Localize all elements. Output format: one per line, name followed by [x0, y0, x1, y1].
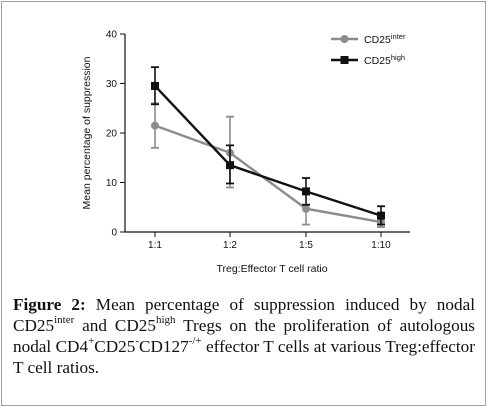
y-tick-label: 40: [106, 30, 118, 41]
x-tick-label: 1:1: [148, 240, 162, 251]
figure-label: Figure 2:: [13, 295, 86, 314]
legend-marker: [340, 56, 349, 64]
caption-text: Mean percentage of suppression induced b…: [13, 295, 475, 377]
legend-label: CD25high: [364, 53, 405, 67]
y-tick-labels: 0 10 20 30 40: [106, 30, 125, 239]
data-point: [226, 161, 234, 170]
legend-label: CD25inter: [364, 32, 406, 46]
series-line: [154, 124, 382, 224]
legend-marker: [340, 35, 349, 43]
x-tick-labels: 1:1 1:2 1:5 1:10: [148, 232, 391, 251]
line-chart: 0 10 20 30 40 1:1 1:2 1:5 1:10 CD25inter CD25hig…: [81, 30, 410, 275]
legend-item-high: CD25high: [331, 53, 405, 67]
x-tick-label: 1:5: [299, 240, 313, 251]
figure-caption: Figure 2: Mean percentage of suppression…: [13, 294, 475, 378]
x-axis-label: Treg:Effector T cell ratio: [216, 263, 327, 275]
x-tick-label: 1:2: [223, 240, 237, 251]
y-tick-label: 0: [111, 228, 117, 239]
y-axis-label: Mean percentage of suppression: [81, 56, 93, 209]
x-tick-label: 1:10: [371, 240, 391, 251]
y-tick-label: 20: [106, 129, 118, 140]
data-point: [151, 121, 159, 130]
chart-series: [151, 66, 385, 228]
y-tick-label: 30: [106, 79, 118, 90]
chart-legend: CD25inter CD25high: [331, 32, 406, 67]
data-point: [302, 204, 310, 213]
series-high: [151, 66, 385, 226]
y-tick-label: 10: [106, 178, 118, 189]
legend-item-inter: CD25inter: [331, 32, 406, 46]
data-point: [302, 187, 310, 196]
series-line: [154, 85, 382, 217]
data-point: [377, 211, 385, 220]
data-point: [151, 81, 159, 90]
series-inter: [151, 102, 385, 228]
